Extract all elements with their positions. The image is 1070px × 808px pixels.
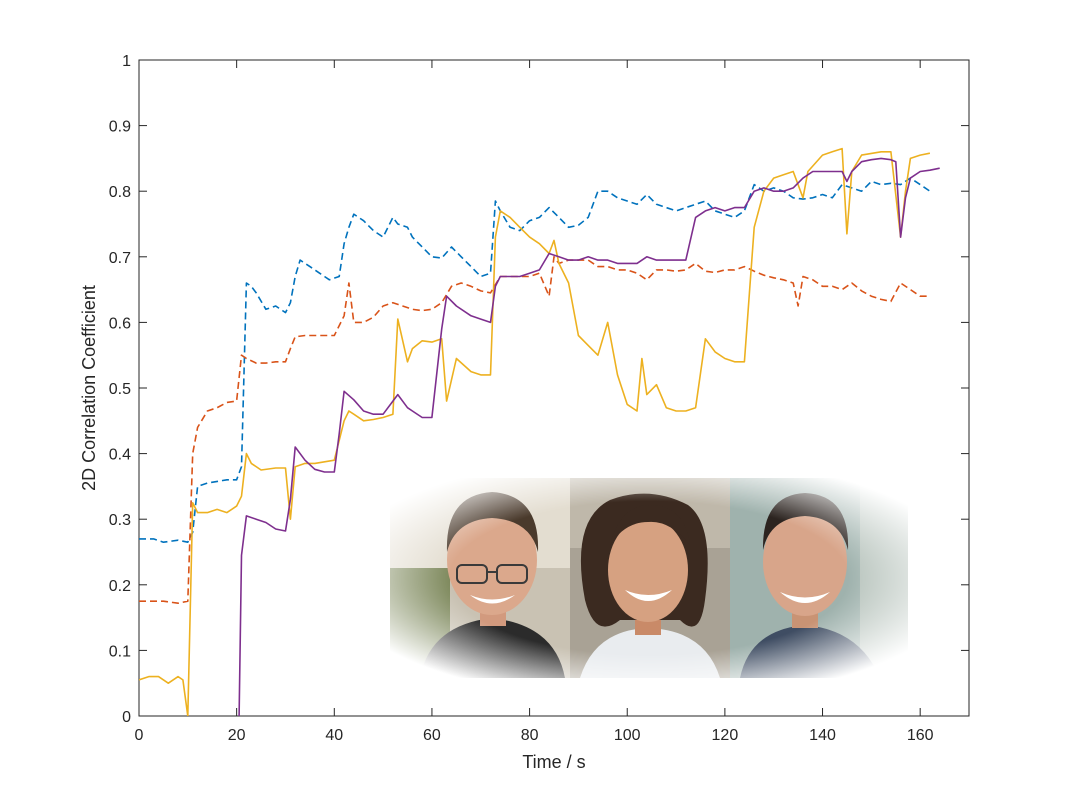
person-left (420, 492, 565, 678)
x-tick-label: 100 (614, 727, 641, 744)
y-tick-label: 0 (122, 709, 131, 726)
inset-photo (390, 478, 908, 678)
y-tick-label: 0.5 (109, 381, 131, 398)
series-line-4 (238, 157, 940, 716)
x-tick-label: 0 (135, 727, 144, 744)
y-tick-label: 0.8 (109, 184, 131, 201)
x-tick-label: 60 (423, 727, 441, 744)
y-tick-label: 0.1 (109, 643, 131, 660)
x-tick-label: 20 (228, 727, 246, 744)
x-tick-label: 140 (809, 727, 836, 744)
y-tick-label: 0.3 (109, 512, 131, 529)
x-tick-label: 80 (521, 727, 539, 744)
axis-ticks: 0 20 40 60 80 100 120 140 160 0 0.1 0.2 0.3 0.4 0.5 0.6… (109, 53, 969, 744)
y-axis-label: 2D Correlation Coefficient (79, 285, 99, 491)
y-tick-label: 1 (122, 53, 131, 70)
person-middle (580, 493, 720, 678)
series-line-1 (139, 177, 931, 543)
y-tick-label: 0.2 (109, 578, 131, 595)
series-layer (139, 147, 940, 716)
x-tick-label: 40 (325, 727, 343, 744)
series-line-3 (139, 147, 931, 716)
y-tick-label: 0.6 (109, 315, 131, 332)
person-right (740, 493, 880, 678)
x-tick-label: 160 (907, 727, 934, 744)
x-tick-label: 120 (712, 727, 739, 744)
y-tick-label: 0.9 (109, 119, 131, 136)
y-tick-label: 0.7 (109, 250, 131, 267)
x-axis-label: Time / s (522, 752, 585, 772)
y-tick-label: 0.4 (109, 447, 131, 464)
